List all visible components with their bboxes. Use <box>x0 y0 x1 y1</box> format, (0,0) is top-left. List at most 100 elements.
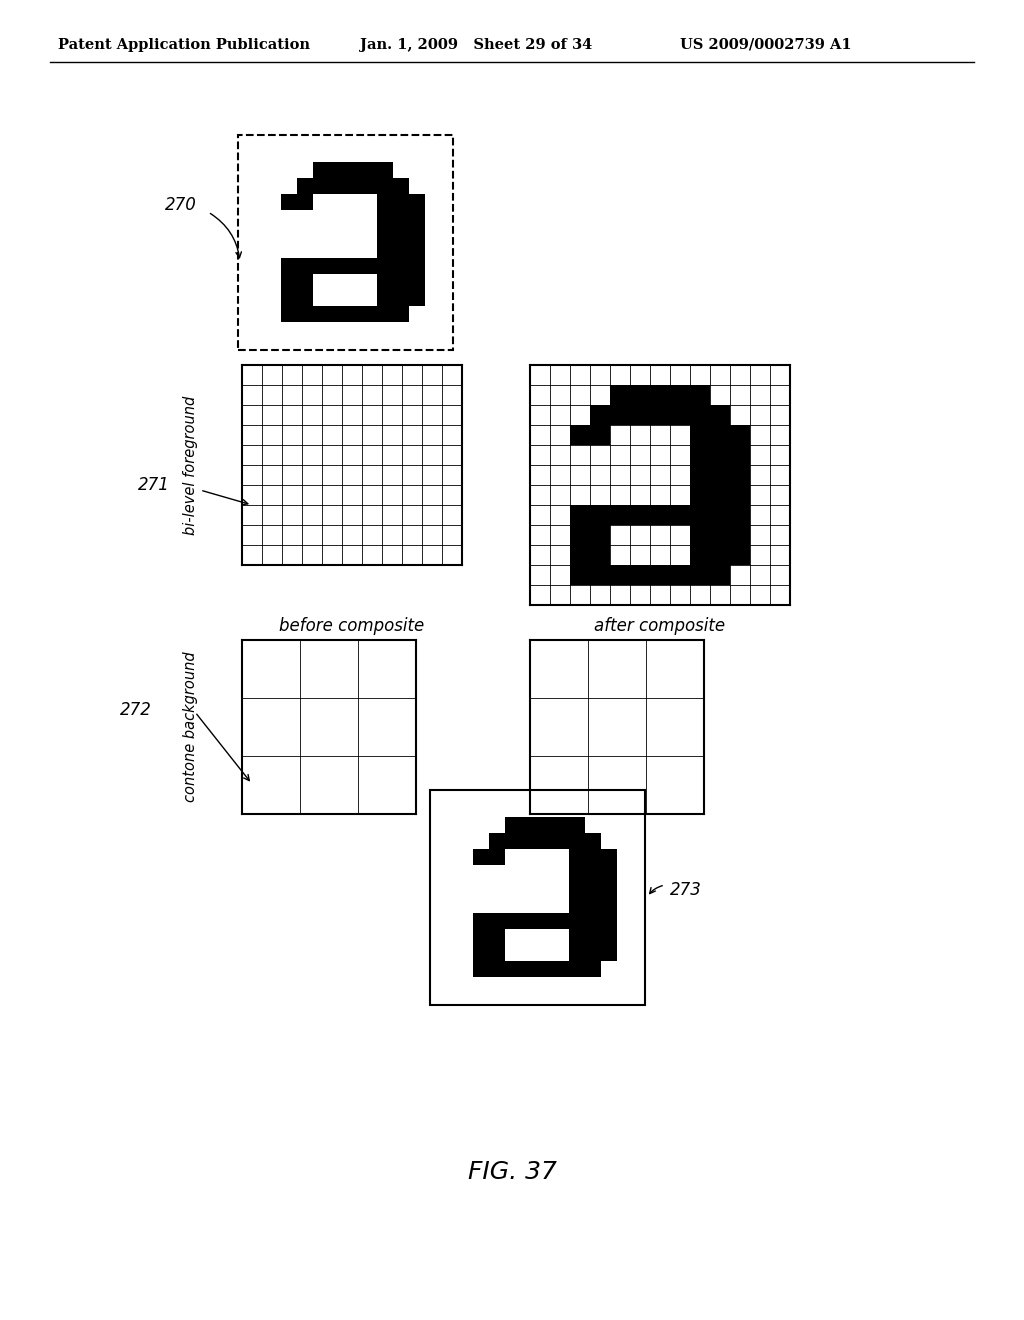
Bar <box>750 445 770 465</box>
Bar <box>489 945 505 961</box>
Bar <box>489 833 505 849</box>
Bar <box>601 898 617 913</box>
Bar <box>402 506 422 525</box>
Bar <box>530 565 550 585</box>
Bar <box>650 565 670 585</box>
Bar <box>601 849 617 865</box>
Bar <box>402 385 422 405</box>
Bar <box>569 945 585 961</box>
Bar <box>262 525 282 545</box>
Bar <box>302 385 322 405</box>
Bar <box>670 506 690 525</box>
Text: 273: 273 <box>670 880 701 899</box>
Bar <box>489 929 505 945</box>
Bar <box>730 525 750 545</box>
Bar <box>570 425 590 445</box>
Bar <box>570 565 590 585</box>
Bar <box>690 484 710 506</box>
Bar <box>770 425 790 445</box>
Bar <box>382 445 402 465</box>
Bar <box>242 465 262 484</box>
Text: after composite: after composite <box>595 616 726 635</box>
Bar <box>377 162 393 178</box>
Bar <box>550 525 570 545</box>
Bar <box>242 405 262 425</box>
Bar <box>650 465 670 484</box>
Bar <box>630 585 650 605</box>
Bar <box>358 698 416 756</box>
Bar <box>442 525 462 545</box>
Bar <box>570 366 590 385</box>
Bar <box>409 290 425 306</box>
Bar <box>282 405 302 425</box>
Bar <box>750 405 770 425</box>
Bar <box>569 833 585 849</box>
Bar <box>377 194 393 210</box>
Bar <box>361 178 377 194</box>
Bar <box>242 698 300 756</box>
Bar <box>770 405 790 425</box>
Bar <box>393 194 409 210</box>
Bar <box>650 425 670 445</box>
Bar <box>530 545 550 565</box>
Bar <box>409 242 425 257</box>
Bar <box>242 445 262 465</box>
Bar <box>322 425 342 445</box>
Bar <box>530 698 588 756</box>
Bar <box>585 865 601 880</box>
Bar <box>242 385 262 405</box>
Bar <box>302 465 322 484</box>
Bar <box>650 366 670 385</box>
Bar <box>730 506 750 525</box>
Bar <box>530 405 550 425</box>
Bar <box>329 257 345 275</box>
Bar <box>377 226 393 242</box>
Bar <box>585 945 601 961</box>
Bar <box>473 961 489 977</box>
Bar <box>550 425 570 445</box>
Bar <box>530 445 550 465</box>
Bar <box>750 465 770 484</box>
Bar <box>690 385 710 405</box>
Bar <box>422 425 442 445</box>
Bar <box>710 366 730 385</box>
Bar <box>690 525 710 545</box>
Text: Jan. 1, 2009   Sheet 29 of 34: Jan. 1, 2009 Sheet 29 of 34 <box>360 38 592 51</box>
Bar <box>550 484 570 506</box>
Bar <box>590 506 610 525</box>
Bar <box>281 275 297 290</box>
Bar <box>345 162 361 178</box>
Bar <box>530 425 550 445</box>
Bar <box>382 506 402 525</box>
Bar <box>442 445 462 465</box>
Bar <box>670 465 690 484</box>
Bar <box>322 445 342 465</box>
Bar <box>422 366 442 385</box>
Bar <box>302 545 322 565</box>
Bar <box>670 525 690 545</box>
Bar <box>730 405 750 425</box>
Bar <box>530 525 550 545</box>
Bar <box>601 880 617 898</box>
Bar <box>590 545 610 565</box>
Bar <box>690 585 710 605</box>
Text: bi-level foreground: bi-level foreground <box>182 396 198 535</box>
Bar <box>601 913 617 929</box>
Bar <box>262 405 282 425</box>
Bar <box>670 445 690 465</box>
Bar <box>646 756 705 814</box>
Bar <box>630 465 650 484</box>
Bar <box>710 506 730 525</box>
Bar <box>442 425 462 445</box>
Bar <box>322 484 342 506</box>
Bar <box>342 525 362 545</box>
Bar <box>281 306 297 322</box>
Bar <box>730 425 750 445</box>
Bar <box>362 385 382 405</box>
Bar <box>329 162 345 178</box>
Bar <box>377 178 393 194</box>
Bar <box>377 306 393 322</box>
Bar <box>530 585 550 605</box>
Bar <box>670 545 690 565</box>
Bar <box>282 525 302 545</box>
